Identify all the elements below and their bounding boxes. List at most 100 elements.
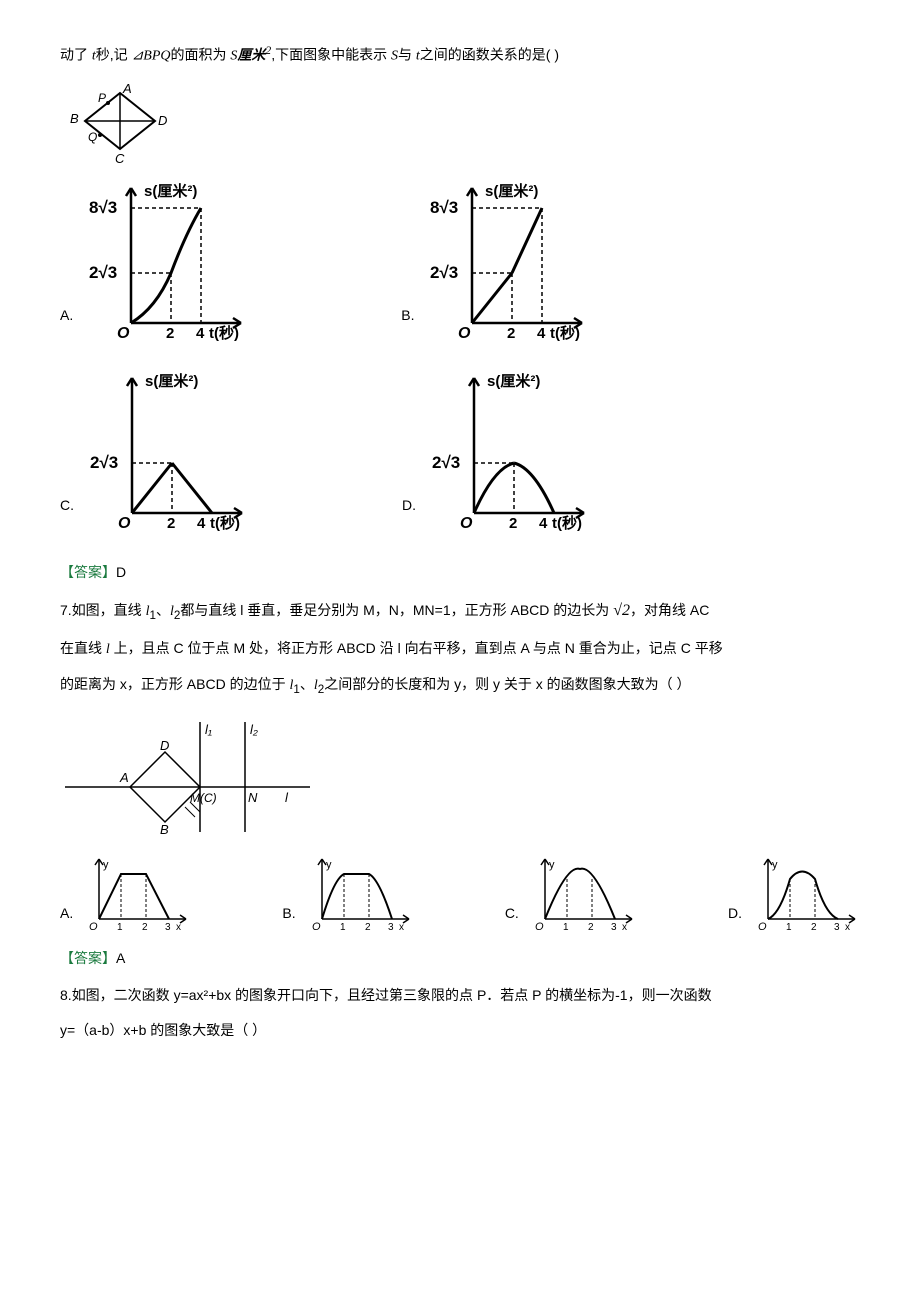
x2: 2 bbox=[811, 922, 817, 933]
x-2: 2 bbox=[167, 515, 175, 532]
x1: 1 bbox=[340, 922, 346, 933]
y-lbl: y bbox=[549, 859, 555, 871]
q6-graph-b: s(厘米²) 8√3 2√3 O 2 4 t(秒) bbox=[422, 178, 592, 343]
q7-answer-value: A bbox=[116, 950, 125, 966]
x-label: t(秒) bbox=[210, 514, 240, 532]
q7-label-c: C. bbox=[505, 901, 519, 934]
q7-t2: 、 bbox=[156, 602, 170, 618]
o: O bbox=[312, 921, 321, 933]
label-Q: Q bbox=[88, 130, 97, 144]
q7-option-a: A. y O 1 2 3 x bbox=[60, 854, 191, 934]
o: O bbox=[535, 921, 544, 933]
y-lbl: y bbox=[772, 859, 778, 871]
y-mid: 2√3 bbox=[432, 453, 460, 472]
x-label: t(秒) bbox=[552, 514, 582, 532]
l-label: l bbox=[285, 790, 289, 805]
q6-text: 动了 t秒,记 ⊿BPQ的面积为 S厘米2,下面图象中能表示 S与 t之间的函数… bbox=[60, 40, 860, 69]
q6-graph-c: s(厘米²) 2√3 O 2 4 t(秒) bbox=[82, 368, 252, 533]
y-mid: 2√3 bbox=[430, 263, 458, 282]
q8-t1: 如图，二次函数 y=ax²+bx 的图象开口向下，且经过第三象限的点 P．若点 … bbox=[72, 987, 712, 1003]
q7-label-b: B. bbox=[282, 901, 295, 934]
q6-m2: 的面积为 bbox=[171, 47, 231, 63]
label-P: P bbox=[98, 91, 106, 105]
x-4: 4 bbox=[197, 515, 206, 532]
o: O bbox=[758, 921, 767, 933]
q7-t6: 上，且点 C 位于点 M 处，将正方形 ABCD 沿 l 向右平移，直到点 A … bbox=[110, 640, 723, 656]
rhombus-svg: A B C D P Q bbox=[60, 81, 180, 166]
origin: O bbox=[460, 515, 473, 532]
q6-rhombus-diagram: A B C D P Q bbox=[60, 81, 860, 166]
D-label: D bbox=[160, 738, 169, 753]
y-axis-label: s(厘米²) bbox=[145, 372, 198, 390]
q7-label-d: D. bbox=[728, 901, 742, 934]
q6-option-c: C. s(厘米²) 2√3 O 2 4 t(秒) bbox=[60, 368, 252, 533]
x-4: 4 bbox=[196, 325, 205, 342]
q7-answer-label: 【答案】 bbox=[60, 950, 116, 966]
x2: 2 bbox=[588, 922, 594, 933]
q6-options-row1: A. s(厘米²) 8√3 2√3 O 2 4 bbox=[60, 178, 860, 358]
q6-options-row2: C. s(厘米²) 2√3 O 2 4 t(秒) bbox=[60, 368, 860, 548]
q7-text-line1: 7.如图，直线 l1、l2都与直线 l 垂直，垂足分别为 M，N，MN=1，正方… bbox=[60, 597, 860, 626]
q6-m1: 秒,记 bbox=[96, 47, 132, 63]
q6-tri: ⊿BPQ bbox=[132, 49, 171, 64]
x1: 1 bbox=[786, 922, 792, 933]
q7-graph-b: y O 1 2 3 x bbox=[304, 854, 414, 934]
q7-label-a: A. bbox=[60, 901, 73, 934]
q6-graph-a: s(厘米²) 8√3 2√3 O 2 4 t(秒) bbox=[81, 178, 251, 343]
q6-answer-label: 【答案】 bbox=[60, 564, 116, 580]
N-label: N bbox=[248, 790, 258, 805]
x-2: 2 bbox=[509, 515, 517, 532]
A-label: A bbox=[119, 770, 129, 785]
o: O bbox=[89, 921, 98, 933]
label-D: D bbox=[158, 113, 167, 128]
y-lbl: y bbox=[326, 859, 332, 871]
x-2: 2 bbox=[507, 325, 515, 342]
y-axis-label: s(厘米²) bbox=[485, 182, 538, 200]
origin: O bbox=[458, 325, 471, 342]
y-axis-label: s(厘米²) bbox=[144, 182, 197, 200]
q6-label-c: C. bbox=[60, 493, 74, 533]
x2: 2 bbox=[365, 922, 371, 933]
y-max: 8√3 bbox=[89, 198, 117, 217]
q6-option-a: A. s(厘米²) 8√3 2√3 O 2 4 bbox=[60, 178, 251, 343]
l1-label: l₁ bbox=[205, 722, 212, 737]
q8-text-line2: y=（a-b）x+b 的图象大致是（ ） bbox=[60, 1018, 860, 1043]
q6-unit: 厘米 bbox=[237, 49, 265, 64]
q6-option-d: D. s(厘米²) 2√3 O 2 4 t(秒) bbox=[402, 368, 594, 533]
q6-s2: S bbox=[391, 49, 398, 64]
q7-num: 7. bbox=[60, 602, 72, 618]
y-lbl: y bbox=[103, 859, 109, 871]
y-max: 8√3 bbox=[430, 198, 458, 217]
q7-graph-d: y O 1 2 3 x bbox=[750, 854, 860, 934]
q7-sqrt2: √2 bbox=[613, 602, 630, 619]
origin: O bbox=[117, 325, 130, 342]
q7-t7: 的距离为 x，正方形 ABCD 的边位于 bbox=[60, 676, 289, 692]
q6-label-d: D. bbox=[402, 493, 416, 533]
q6-graph-d: s(厘米²) 2√3 O 2 4 t(秒) bbox=[424, 368, 594, 533]
MC-label: M(C) bbox=[190, 791, 217, 805]
q7-options: A. y O 1 2 3 x B. bbox=[60, 854, 860, 934]
x1: 1 bbox=[563, 922, 569, 933]
q7-graph-c: y O 1 2 3 x bbox=[527, 854, 637, 934]
q7-text-line3: 的距离为 x，正方形 ABCD 的边位于 l1、l2之间部分的长度和为 y，则 … bbox=[60, 672, 860, 700]
y-mid: 2√3 bbox=[89, 263, 117, 282]
q7-graph-a: y O 1 2 3 x bbox=[81, 854, 191, 934]
x1: 1 bbox=[117, 922, 123, 933]
q7-option-d: D. y O 1 2 3 x bbox=[728, 854, 860, 934]
x3: 3 bbox=[388, 922, 394, 933]
q6-option-b: B. s(厘米²) 8√3 2√3 O bbox=[401, 178, 592, 343]
y-axis-label: s(厘米²) bbox=[487, 372, 540, 390]
q7-t8: 之间部分的长度和为 y，则 y 关于 x 的函数图象大致为（ ） bbox=[324, 676, 690, 692]
q7-t5: 在直线 bbox=[60, 640, 106, 656]
xl: x bbox=[176, 922, 181, 933]
q7-option-c: C. y O 1 2 3 x bbox=[505, 854, 637, 934]
q8-text-line1: 8.如图，二次函数 y=ax²+bx 的图象开口向下，且经过第三象限的点 P．若… bbox=[60, 983, 860, 1008]
xl: x bbox=[622, 922, 627, 933]
x-4: 4 bbox=[537, 325, 546, 342]
B-label: B bbox=[160, 822, 169, 837]
q6-m4: 与 bbox=[398, 47, 416, 63]
q7-diagram: l₁ l₂ A D B M(C) N l bbox=[60, 712, 860, 842]
x3: 3 bbox=[611, 922, 617, 933]
label-B: B bbox=[70, 111, 79, 126]
origin: O bbox=[118, 515, 131, 532]
